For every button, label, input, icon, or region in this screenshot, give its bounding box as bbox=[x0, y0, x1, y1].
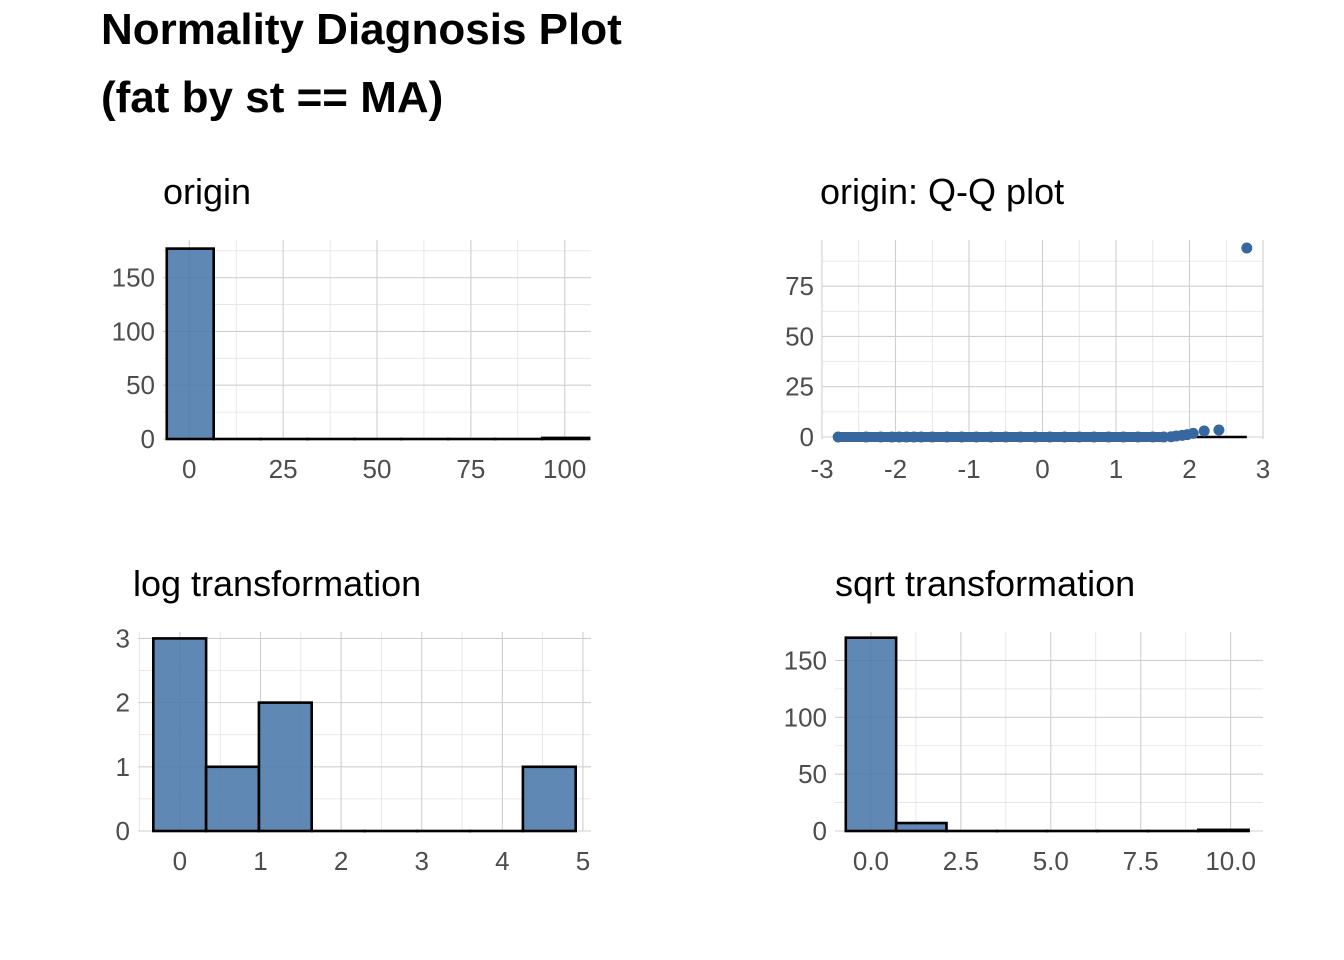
panel-title-sqrt: sqrt transformation bbox=[835, 563, 1135, 604]
qq-point bbox=[985, 431, 997, 443]
qq-point bbox=[1132, 431, 1144, 443]
qq-point bbox=[1147, 431, 1159, 443]
x-tick-label: 0.0 bbox=[853, 846, 889, 876]
figure-title-line-2: (fat by st == MA) bbox=[101, 73, 443, 122]
histogram-bar bbox=[257, 701, 314, 833]
qq-point bbox=[1014, 431, 1026, 443]
panel-title-origin: origin bbox=[163, 171, 251, 212]
y-tick-label: 2 bbox=[116, 688, 130, 718]
histogram-bar bbox=[152, 637, 208, 833]
y-tick-label: 25 bbox=[785, 372, 814, 402]
histogram-bar bbox=[540, 436, 591, 441]
qq-point bbox=[1073, 431, 1085, 443]
qq-point bbox=[1241, 242, 1253, 254]
qq-point bbox=[926, 431, 938, 443]
x-tick-label: 100 bbox=[543, 454, 586, 484]
qq-point bbox=[860, 431, 872, 443]
qq-point bbox=[1000, 431, 1012, 443]
qq-point bbox=[1088, 431, 1100, 443]
x-tick-label: 5 bbox=[576, 846, 590, 876]
x-tick-label: 3 bbox=[414, 846, 428, 876]
panel-origin-histogram: 0 25 50 75 100 0 50 100 150 bbox=[112, 240, 591, 484]
x-tick-label: 10.0 bbox=[1205, 846, 1256, 876]
y-tick-label: 50 bbox=[126, 370, 155, 400]
y-tick-label: 0 bbox=[813, 816, 827, 846]
figure-title-line-1: Normality Diagnosis Plot bbox=[101, 5, 622, 54]
y-tick-label: 0 bbox=[141, 424, 155, 454]
panel-title-log: log transformation bbox=[133, 563, 421, 604]
x-tick-label: 1 bbox=[253, 846, 267, 876]
qq-point bbox=[1029, 431, 1041, 443]
panel-sqrt-histogram: 0.0 2.5 5.0 7.5 10.0 0 50 100 150 bbox=[784, 632, 1263, 876]
y-tick-label: 100 bbox=[112, 316, 155, 346]
qq-point bbox=[1213, 424, 1225, 436]
x-tick-label: 0 bbox=[1035, 454, 1049, 484]
qq-point bbox=[1117, 431, 1129, 443]
x-tick-label: 2.5 bbox=[943, 846, 979, 876]
qq-point bbox=[1044, 431, 1056, 443]
histogram-bar bbox=[894, 821, 948, 833]
histogram-bar bbox=[204, 765, 261, 833]
y-tick-label: 150 bbox=[784, 645, 827, 675]
y-tick-label: 0 bbox=[116, 816, 130, 846]
qq-point bbox=[941, 431, 953, 443]
qq-point bbox=[832, 431, 844, 443]
y-tick-label: 150 bbox=[112, 263, 155, 293]
x-tick-label: 4 bbox=[495, 846, 509, 876]
x-tick-label: 50 bbox=[363, 454, 392, 484]
qq-point bbox=[970, 431, 982, 443]
histogram-bar bbox=[844, 636, 898, 833]
y-tick-label: 50 bbox=[785, 321, 814, 351]
panel-log-histogram: 0 1 2 3 4 5 0 1 2 3 bbox=[116, 623, 591, 876]
panel-qq-plot: -3 -2 -1 0 1 2 3 0 25 50 75 bbox=[785, 240, 1270, 484]
qq-point bbox=[1103, 431, 1115, 443]
panel-title-qq: origin: Q-Q plot bbox=[820, 171, 1064, 212]
x-tick-label: -1 bbox=[957, 454, 980, 484]
y-tick-label: 50 bbox=[798, 759, 827, 789]
x-tick-label: 2 bbox=[334, 846, 348, 876]
histogram-bar bbox=[1196, 828, 1250, 833]
qq-point bbox=[915, 431, 927, 443]
histogram-bar bbox=[521, 765, 577, 833]
x-tick-label: 0 bbox=[173, 846, 187, 876]
x-tick-label: -3 bbox=[810, 454, 833, 484]
x-tick-label: 0 bbox=[182, 454, 196, 484]
y-tick-label: 0 bbox=[800, 422, 814, 452]
y-tick-label: 100 bbox=[784, 702, 827, 732]
qq-point bbox=[1059, 431, 1071, 443]
x-tick-label: 2 bbox=[1182, 454, 1196, 484]
x-tick-label: 25 bbox=[269, 454, 298, 484]
y-tick-label: 3 bbox=[116, 623, 130, 653]
y-tick-label: 75 bbox=[785, 271, 814, 301]
x-tick-label: -2 bbox=[884, 454, 907, 484]
x-tick-label: 5.0 bbox=[1033, 846, 1069, 876]
y-tick-label: 1 bbox=[116, 752, 130, 782]
qq-point bbox=[1198, 425, 1210, 437]
qq-point bbox=[875, 431, 887, 443]
x-tick-label: 75 bbox=[456, 454, 485, 484]
x-tick-label: 7.5 bbox=[1123, 846, 1159, 876]
qq-point bbox=[956, 431, 968, 443]
qq-point bbox=[1187, 427, 1199, 439]
histogram-bar bbox=[165, 247, 215, 441]
x-tick-label: 1 bbox=[1109, 454, 1123, 484]
x-tick-label: 3 bbox=[1256, 454, 1270, 484]
